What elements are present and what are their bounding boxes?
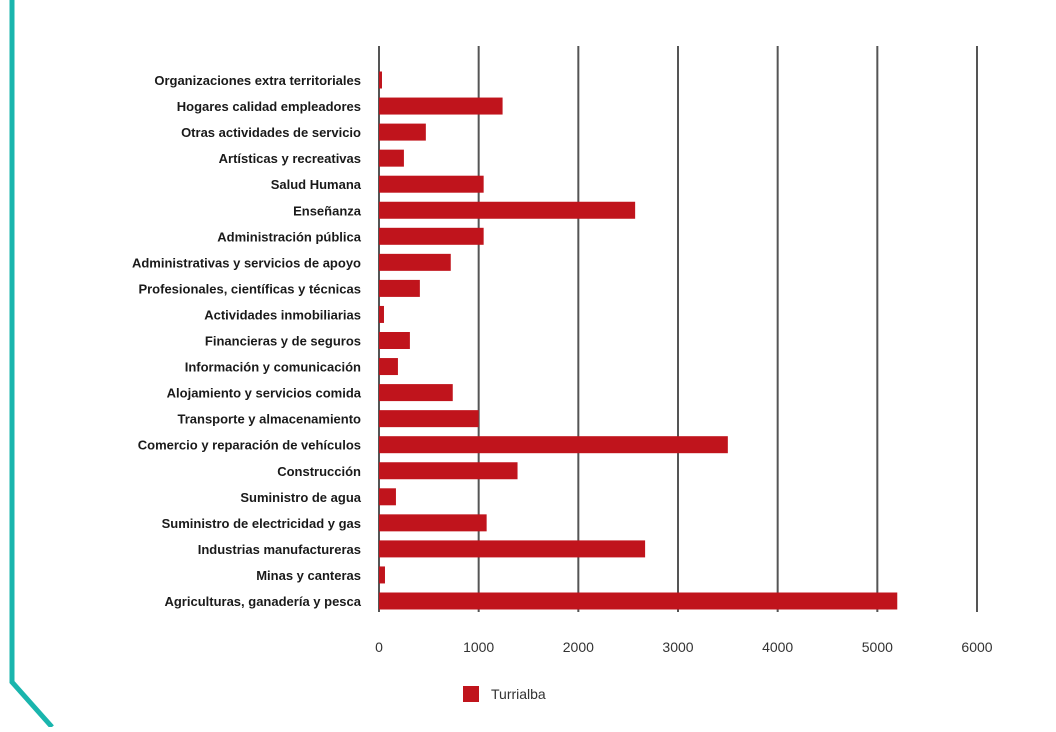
x-tick-label: 1000 bbox=[463, 639, 494, 655]
bar bbox=[379, 253, 451, 271]
bar bbox=[379, 410, 479, 428]
category-label: Actividades inmobiliarias bbox=[204, 307, 361, 322]
bar bbox=[379, 305, 384, 323]
category-label: Profesionales, científicas y técnicas bbox=[138, 281, 361, 296]
category-label: Enseñanza bbox=[293, 203, 362, 218]
category-label: Administración pública bbox=[217, 229, 362, 244]
bar bbox=[379, 71, 382, 89]
category-label: Financieras y de seguros bbox=[205, 334, 361, 349]
bar bbox=[379, 514, 487, 532]
legend: Turrialba bbox=[463, 686, 546, 702]
bar bbox=[379, 279, 420, 297]
bar bbox=[379, 436, 728, 454]
bar bbox=[379, 332, 410, 349]
x-tick-label: 0 bbox=[375, 639, 383, 655]
legend-swatch bbox=[463, 686, 479, 702]
category-label: Suministro de agua bbox=[240, 490, 361, 505]
bar bbox=[379, 566, 385, 584]
bar bbox=[379, 201, 636, 219]
category-label: Industrias manufactureras bbox=[198, 542, 361, 557]
category-label: Minas y canteras bbox=[256, 568, 361, 583]
bar bbox=[379, 97, 503, 115]
category-label: Organizaciones extra territoriales bbox=[154, 73, 361, 88]
bar bbox=[379, 592, 898, 610]
grid-lines bbox=[378, 46, 978, 612]
category-label: Transporte y almacenamiento bbox=[177, 412, 361, 427]
bar bbox=[379, 123, 426, 141]
category-label: Hogares calidad empleadores bbox=[177, 99, 361, 114]
bar bbox=[379, 358, 398, 376]
category-label: Salud Humana bbox=[271, 177, 362, 192]
x-tick-label: 6000 bbox=[961, 639, 992, 655]
bar bbox=[379, 149, 404, 167]
category-label: Artísticas y recreativas bbox=[219, 151, 361, 166]
category-label: Comercio y reparación de vehículos bbox=[138, 438, 361, 453]
category-labels: Organizaciones extra territoriales Hogare… bbox=[132, 73, 362, 609]
x-tick-labels: 0 1000 2000 3000 4000 5000 6000 bbox=[375, 639, 993, 655]
x-tick-label: 4000 bbox=[762, 639, 793, 655]
category-label: Otras actividades de servicio bbox=[181, 125, 361, 140]
legend-label: Turrialba bbox=[491, 686, 546, 702]
x-tick-label: 2000 bbox=[563, 639, 594, 655]
accent-border-line bbox=[9, 0, 54, 729]
bar bbox=[379, 227, 484, 245]
bar bbox=[379, 384, 453, 402]
category-label: Construcción bbox=[277, 464, 361, 479]
bar bbox=[379, 462, 518, 480]
category-label: Alojamiento y servicios comida bbox=[167, 386, 362, 401]
category-label: Administrativas y servicios de apoyo bbox=[132, 255, 361, 270]
x-tick-label: 3000 bbox=[662, 639, 693, 655]
bar bbox=[379, 540, 646, 558]
bar bbox=[379, 488, 396, 506]
category-label: Información y comunicación bbox=[185, 360, 361, 375]
bars bbox=[379, 71, 898, 610]
category-label: Agriculturas, ganadería y pesca bbox=[164, 594, 361, 609]
x-tick-label: 5000 bbox=[862, 639, 893, 655]
category-label: Suministro de electricidad y gas bbox=[162, 516, 361, 531]
bar bbox=[379, 175, 484, 193]
